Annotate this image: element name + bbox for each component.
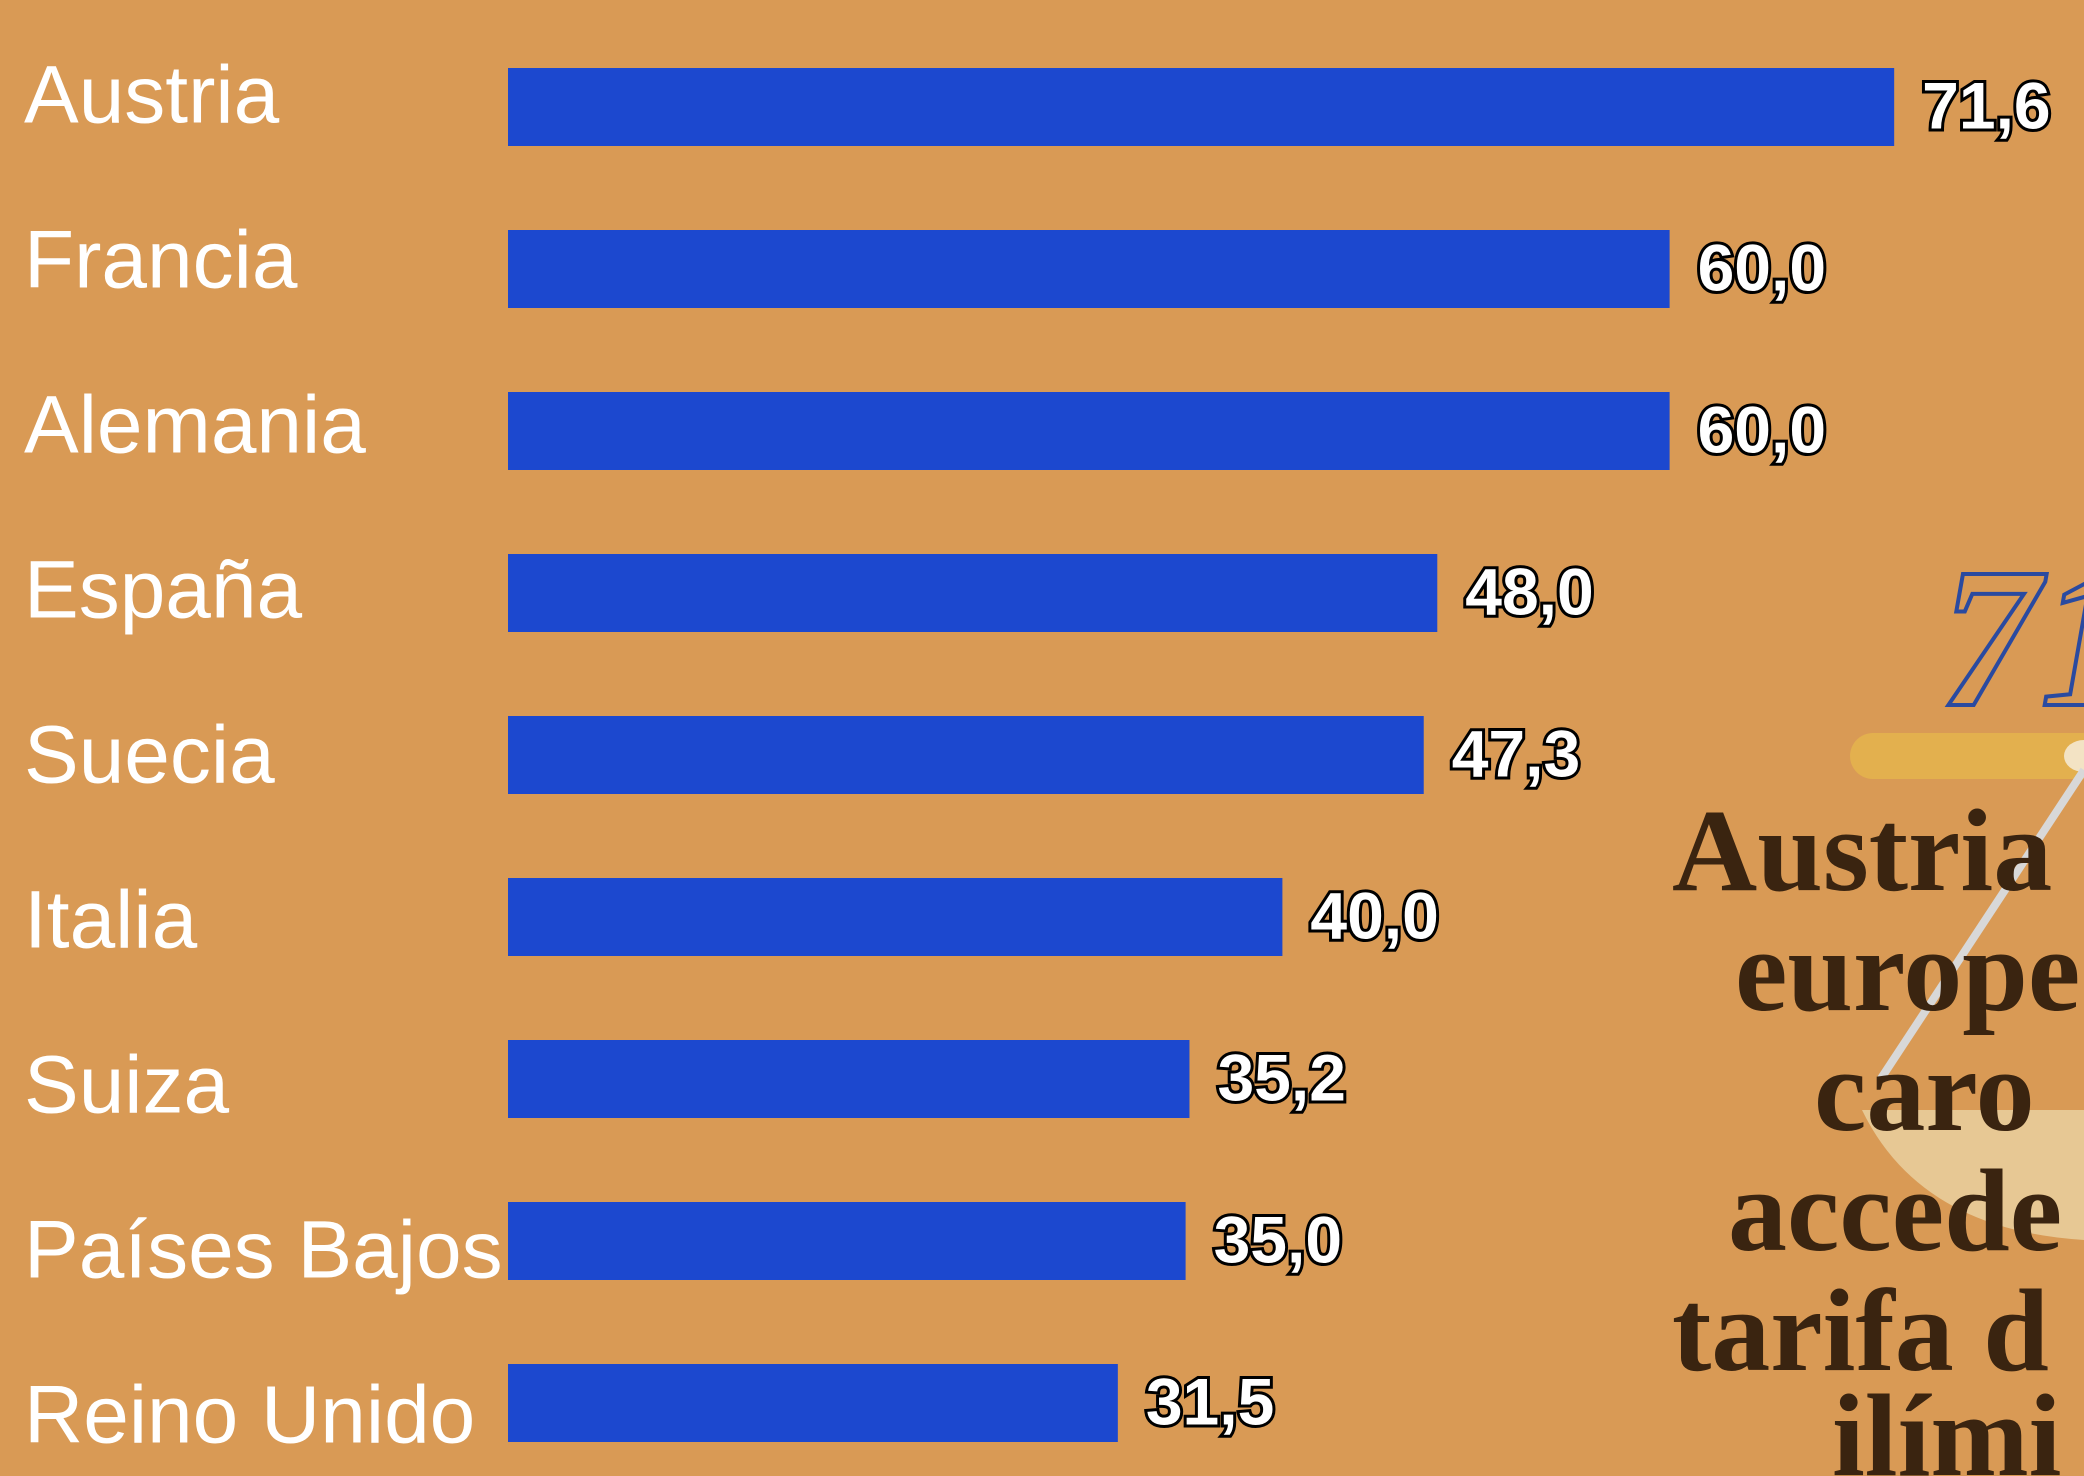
annotation-text: ilími [1832,1370,2061,1476]
annotation-text: Austria [1672,785,2052,916]
bar [508,716,1424,794]
chart: 71Austriaeuropecaroaccedetarifa dilími A… [0,0,2084,1476]
category-label: España [24,545,303,636]
value-label: 47,3 [1452,716,1580,790]
category-label: Suecia [24,710,275,801]
value-label: 35,2 [1217,1040,1345,1114]
annotation-text: accede [1728,1145,2062,1276]
bar [508,1364,1118,1442]
bar [508,878,1282,956]
value-label: 60,0 [1698,392,1826,466]
annotation-text: europe [1735,905,2080,1036]
category-label: Alemania [24,380,366,471]
category-label: Italia [24,875,198,966]
bar [508,1040,1189,1118]
category-label: Austria [24,50,280,141]
value-label: 40,0 [1310,878,1438,952]
category-label: Francia [24,215,298,306]
bar [508,392,1670,470]
value-label: 71,6 [1922,68,2050,142]
category-label: Suiza [24,1040,230,1131]
bar [508,68,1894,146]
value-label: 31,5 [1146,1364,1274,1438]
annotation-number: 71 [1940,528,2084,749]
category-label: Países Bajos [24,1205,503,1296]
annotation-text: caro [1814,1025,2035,1156]
value-label: 48,0 [1465,554,1593,628]
value-label: 35,0 [1214,1202,1342,1276]
bar [508,230,1670,308]
bar [508,1202,1186,1280]
category-label: Reino Unido [24,1370,475,1461]
bar [508,554,1437,632]
value-label: 60,0 [1698,230,1826,304]
